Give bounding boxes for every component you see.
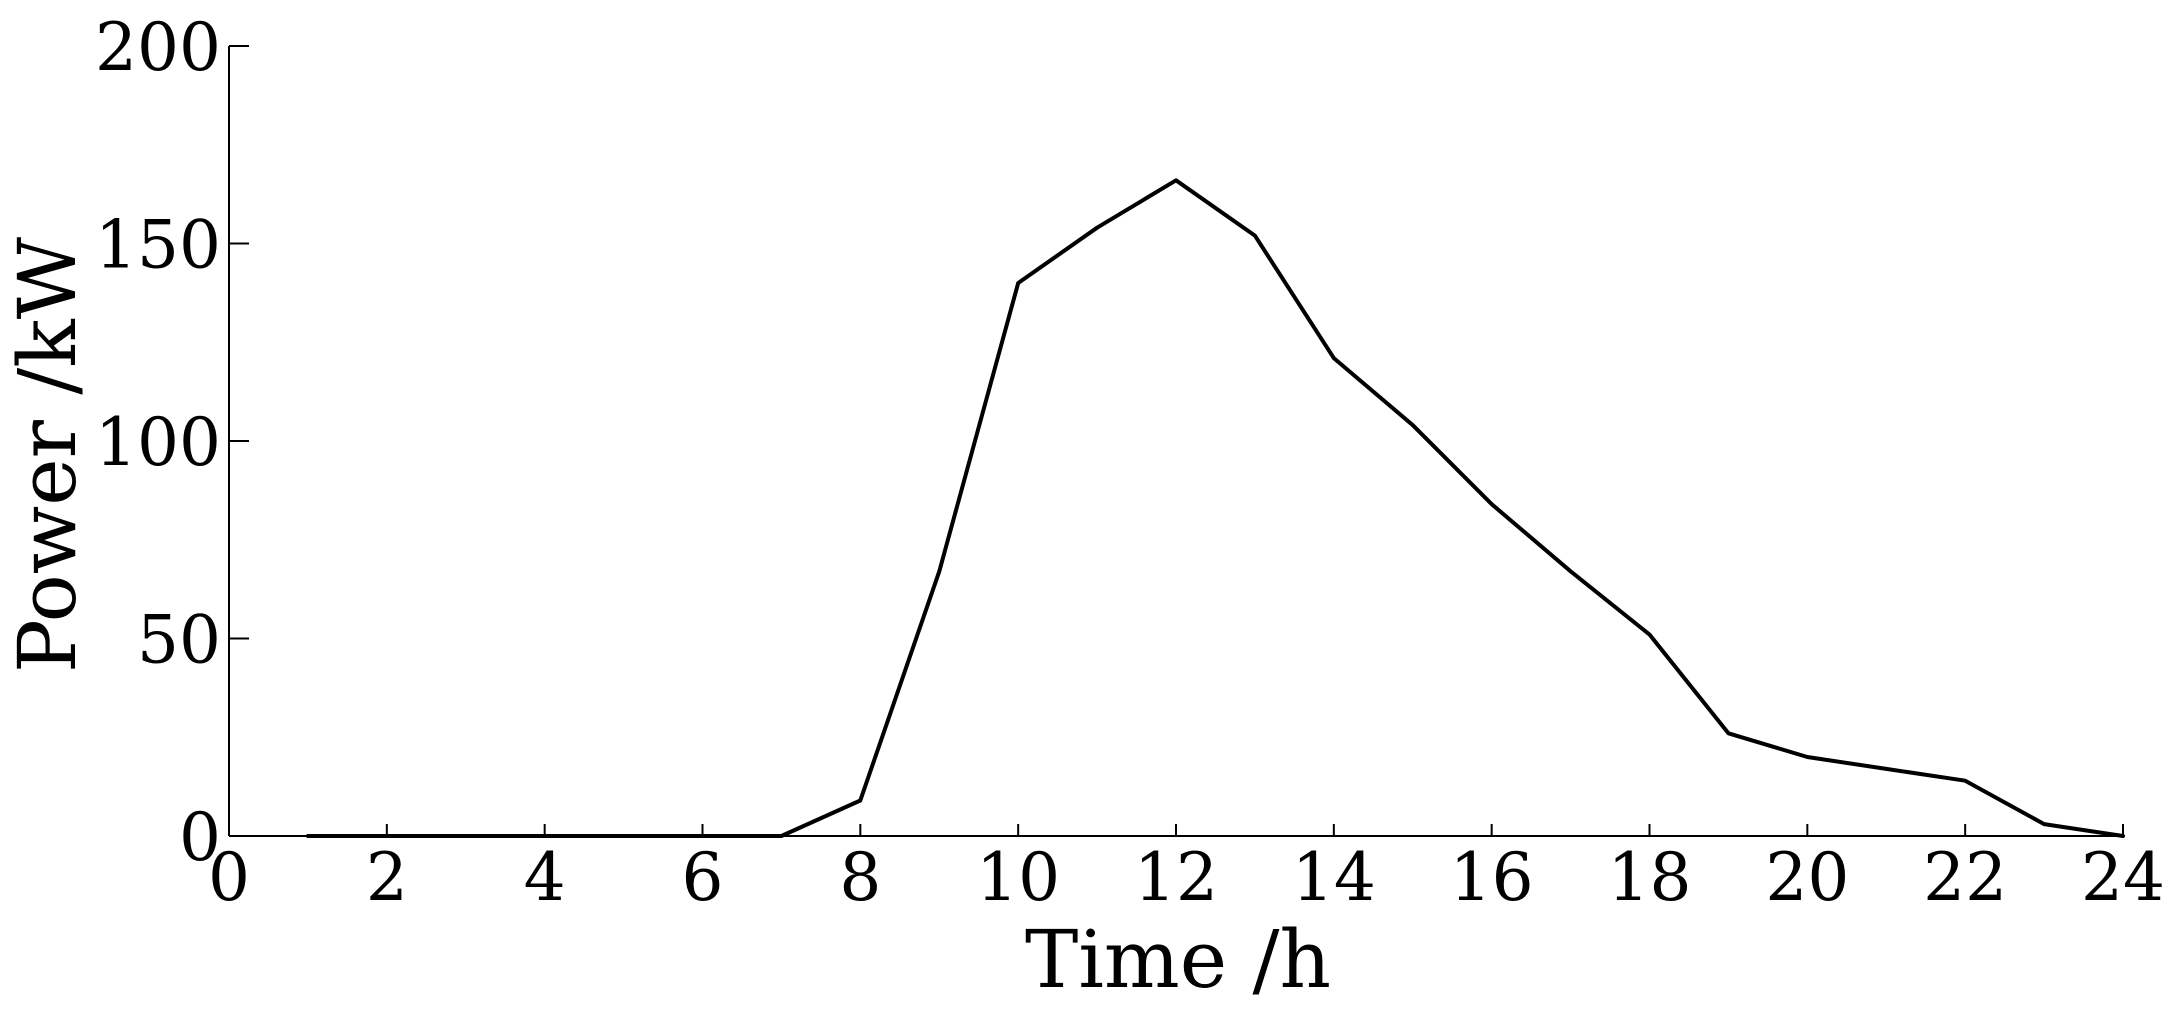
x-tick-label: 2 [366, 839, 408, 916]
y-tick-label: 200 [95, 9, 221, 86]
series-line [305, 178, 2125, 838]
x-tick-label: 14 [1292, 839, 1376, 916]
y-tick-label: 150 [95, 207, 221, 284]
chart-axes [228, 46, 2123, 837]
x-tick-label: 16 [1450, 839, 1534, 916]
x-tick-label: 8 [839, 839, 881, 916]
x-tick-label: 20 [1765, 839, 1849, 916]
x-tick-label: 4 [524, 839, 566, 916]
x-tick-label: 24 [2081, 839, 2165, 916]
y-tick-label: 0 [179, 799, 221, 876]
x-axis-title: Time /h [1025, 913, 1331, 1006]
y-axis-title: Power /kW [1, 237, 94, 673]
x-tick-label: 12 [1134, 839, 1218, 916]
y-tick-label: 100 [95, 404, 221, 481]
chart-series [305, 178, 2125, 838]
x-tick-label: 22 [1923, 839, 2007, 916]
x-tick-label: 10 [976, 839, 1060, 916]
x-tick-label: 0 [208, 839, 250, 916]
x-tick-label: 6 [682, 839, 724, 916]
x-tick-label: 18 [1608, 839, 1692, 916]
y-tick-label: 50 [137, 602, 221, 679]
